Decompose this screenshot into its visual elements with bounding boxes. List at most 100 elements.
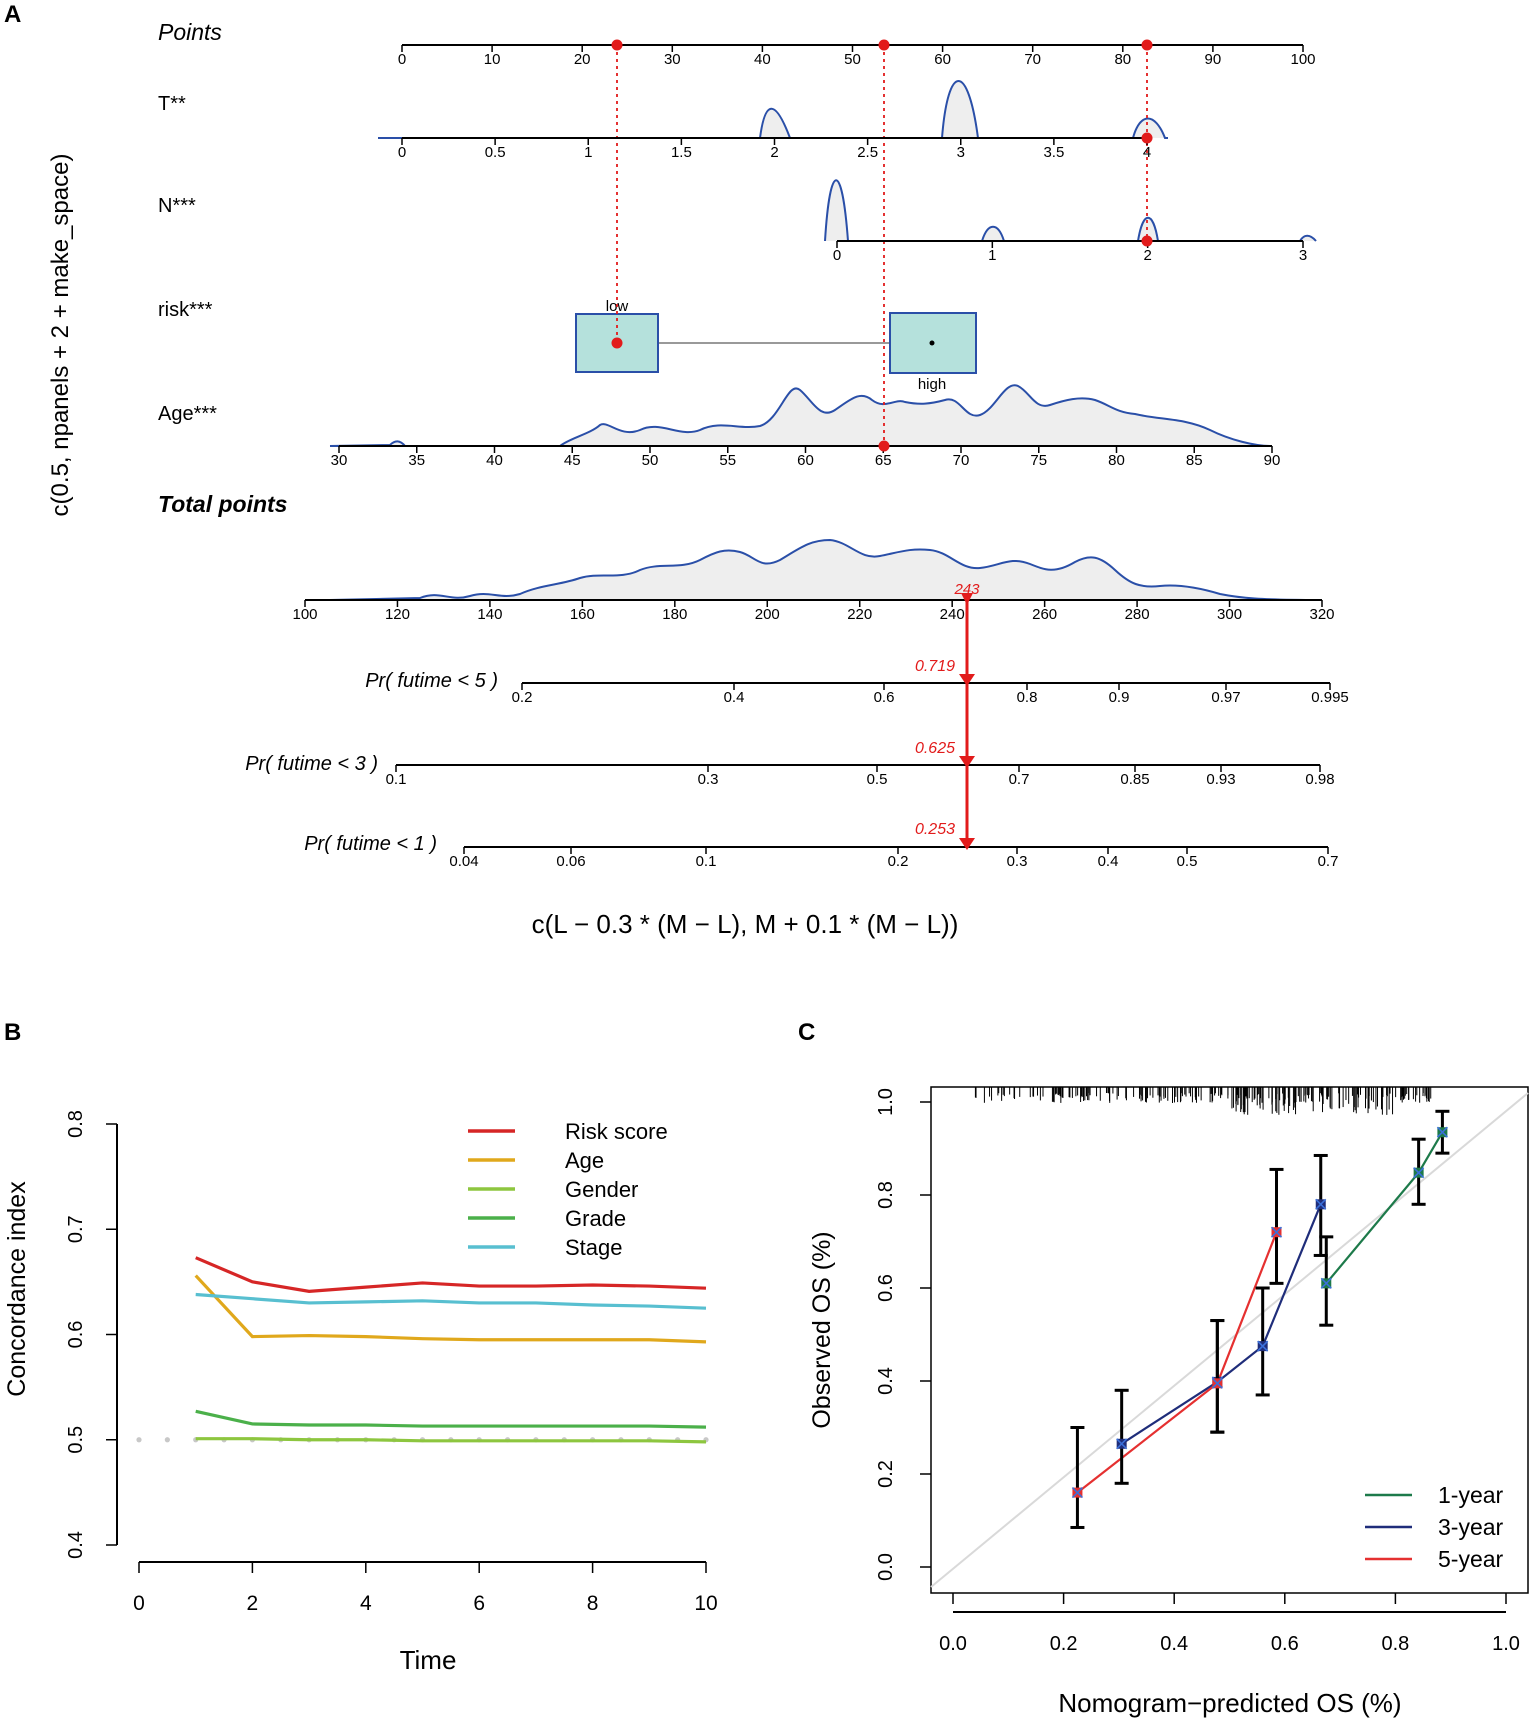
age-tick-label: 50 (642, 452, 659, 469)
calibration-point-cross (1436, 1126, 1448, 1138)
points-tick-label: 40 (754, 51, 771, 68)
risk-high-label: high (918, 376, 946, 393)
calibration-line-1-year (1325, 1131, 1444, 1285)
calibration-y-tick-label: 0.4 (875, 1367, 897, 1395)
reference-point (136, 1437, 142, 1443)
age-tick-label: 55 (719, 452, 736, 469)
prob5-tick-label: 0.4 (724, 689, 745, 706)
cindex-x-tick-label: 6 (473, 1592, 485, 1615)
calibration-point-cross (1320, 1277, 1332, 1289)
calibration-line-3-year (1121, 1203, 1322, 1445)
cindex-x-tick-label: 4 (360, 1592, 372, 1615)
prob1-value: 0.253 (915, 821, 955, 838)
calibration-y-tick-label: 0.8 (875, 1181, 897, 1209)
calibration-point-cross (1257, 1340, 1269, 1352)
prob5-tick-label: 0.9 (1109, 689, 1130, 706)
prob1-tick-label: 0.7 (1318, 853, 1339, 870)
t-tick-label: 2 (770, 144, 778, 161)
total-tick-label: 300 (1217, 606, 1242, 623)
cindex-line-age (194, 1274, 707, 1344)
calibration-x-label: Nomogram−predicted OS (%) (1058, 1688, 1401, 1718)
calibration-line-5-year (1076, 1231, 1278, 1494)
cindex-legend-label: Grade (565, 1206, 626, 1231)
age-variable-label: Age*** (158, 403, 217, 425)
cindex-legend-label: Risk score (565, 1119, 668, 1144)
total-tick-label: 160 (570, 606, 595, 623)
calibration-x-tick-label: 0.2 (1050, 1633, 1078, 1655)
total-points-label: Total points (158, 491, 287, 517)
t-tick-label: 4 (1143, 144, 1151, 161)
calibration-y-label: Observed OS (%) (808, 1231, 836, 1428)
calibration-x-tick-label: 0.4 (1160, 1633, 1188, 1655)
prob1-tick-label: 0.2 (888, 853, 909, 870)
t-tick-label: 0.5 (485, 144, 506, 161)
calibration-y-tick-label: 0.2 (875, 1460, 897, 1488)
prob1-label: Pr( futime < 1 ) (304, 833, 437, 855)
prob3-tick-label: 0.98 (1305, 771, 1334, 788)
cindex-legend-label: Gender (565, 1177, 638, 1202)
points-tick-label: 80 (1114, 51, 1131, 68)
calibration-x-tick-label: 0.0 (939, 1633, 967, 1655)
calibration-point-cross (1071, 1487, 1083, 1499)
prob1-tick-label: 0.5 (1177, 853, 1198, 870)
calibration-x-tick-label: 1.0 (1492, 1633, 1520, 1655)
points-tick-label: 20 (574, 51, 591, 68)
calibration-y-tick-label: 1.0 (875, 1088, 897, 1116)
prob3-tick-label: 0.1 (386, 771, 407, 788)
prob5-label: Pr( futime < 5 ) (365, 670, 498, 692)
calibration-point-cross (1270, 1226, 1283, 1238)
points-tick-label: 60 (934, 51, 951, 68)
calibration-plot-frame (930, 1086, 1529, 1594)
prob3-tick-label: 0.3 (698, 771, 719, 788)
calibration-legend-label: 1-year (1438, 1482, 1504, 1508)
selected-point-dot (1141, 39, 1153, 51)
age-tick-label: 45 (564, 452, 581, 469)
prob5-tick-label: 0.8 (1017, 689, 1038, 706)
calibration-x-tick-label: 0.8 (1381, 1633, 1409, 1655)
prob3-label: Pr( futime < 3 ) (245, 753, 378, 775)
total-marker (961, 593, 973, 605)
cindex-y-tick-label: 0.5 (65, 1426, 87, 1454)
selected-point-dot (611, 337, 623, 349)
cindex-y-tick-label: 0.7 (65, 1215, 87, 1243)
cindex-y-tick-label: 0.6 (65, 1321, 87, 1349)
t-tick-label: 2.5 (857, 144, 878, 161)
cindex-line-stage (195, 1292, 707, 1310)
prob3-tick-label: 0.7 (1009, 771, 1030, 788)
points-tick-label: 90 (1205, 51, 1222, 68)
age-tick-label: 80 (1108, 452, 1125, 469)
t-tick-label: 0 (398, 144, 406, 161)
total-tick-label: 200 (755, 606, 780, 623)
selected-point-dot (878, 39, 890, 51)
calibration-point-cross (1413, 1167, 1425, 1179)
prob5-tick-label: 0.995 (1311, 689, 1349, 706)
selected-point-dot (878, 440, 890, 452)
total-tick-label: 280 (1125, 606, 1150, 623)
nomogram-x-label: c(L − 0.3 * (M − L), M + 0.1 * (M − L)) (532, 909, 959, 939)
cindex-x-tick-label: 2 (247, 1592, 259, 1615)
t-variable-label: T** (158, 93, 186, 115)
prob3-arrow (959, 756, 975, 768)
cindex-line-gender (195, 1437, 707, 1444)
cindex-legend-label: Age (565, 1148, 604, 1173)
prob5-tick-label: 0.97 (1211, 689, 1240, 706)
prob3-value: 0.625 (915, 740, 955, 757)
prob1-tick-label: 0.1 (696, 853, 717, 870)
prob1-tick-label: 0.04 (449, 853, 478, 870)
points-tick-label: 0 (398, 51, 406, 68)
ideal-diagonal-line (930, 1092, 1529, 1588)
selected-point-dot (1141, 132, 1153, 144)
cindex-x-tick-label: 8 (587, 1592, 599, 1615)
cindex-x-label: Time (400, 1645, 457, 1675)
age-density-curve (329, 384, 1271, 447)
t-tick-label: 1 (584, 144, 592, 161)
nomogram-panel: c(0.5, npanels + 2 + make_space) c(L − 0… (47, 19, 1349, 939)
cindex-legend-label: Stage (565, 1235, 623, 1260)
total-tick-label: 240 (940, 606, 965, 623)
calibration-legend-label: 5-year (1438, 1546, 1504, 1572)
cindex-x-tick-label: 10 (694, 1592, 717, 1615)
cindex-y-tick-label: 0.4 (65, 1531, 87, 1559)
total-tick-label: 140 (477, 606, 502, 623)
prob5-tick-label: 0.6 (874, 689, 895, 706)
